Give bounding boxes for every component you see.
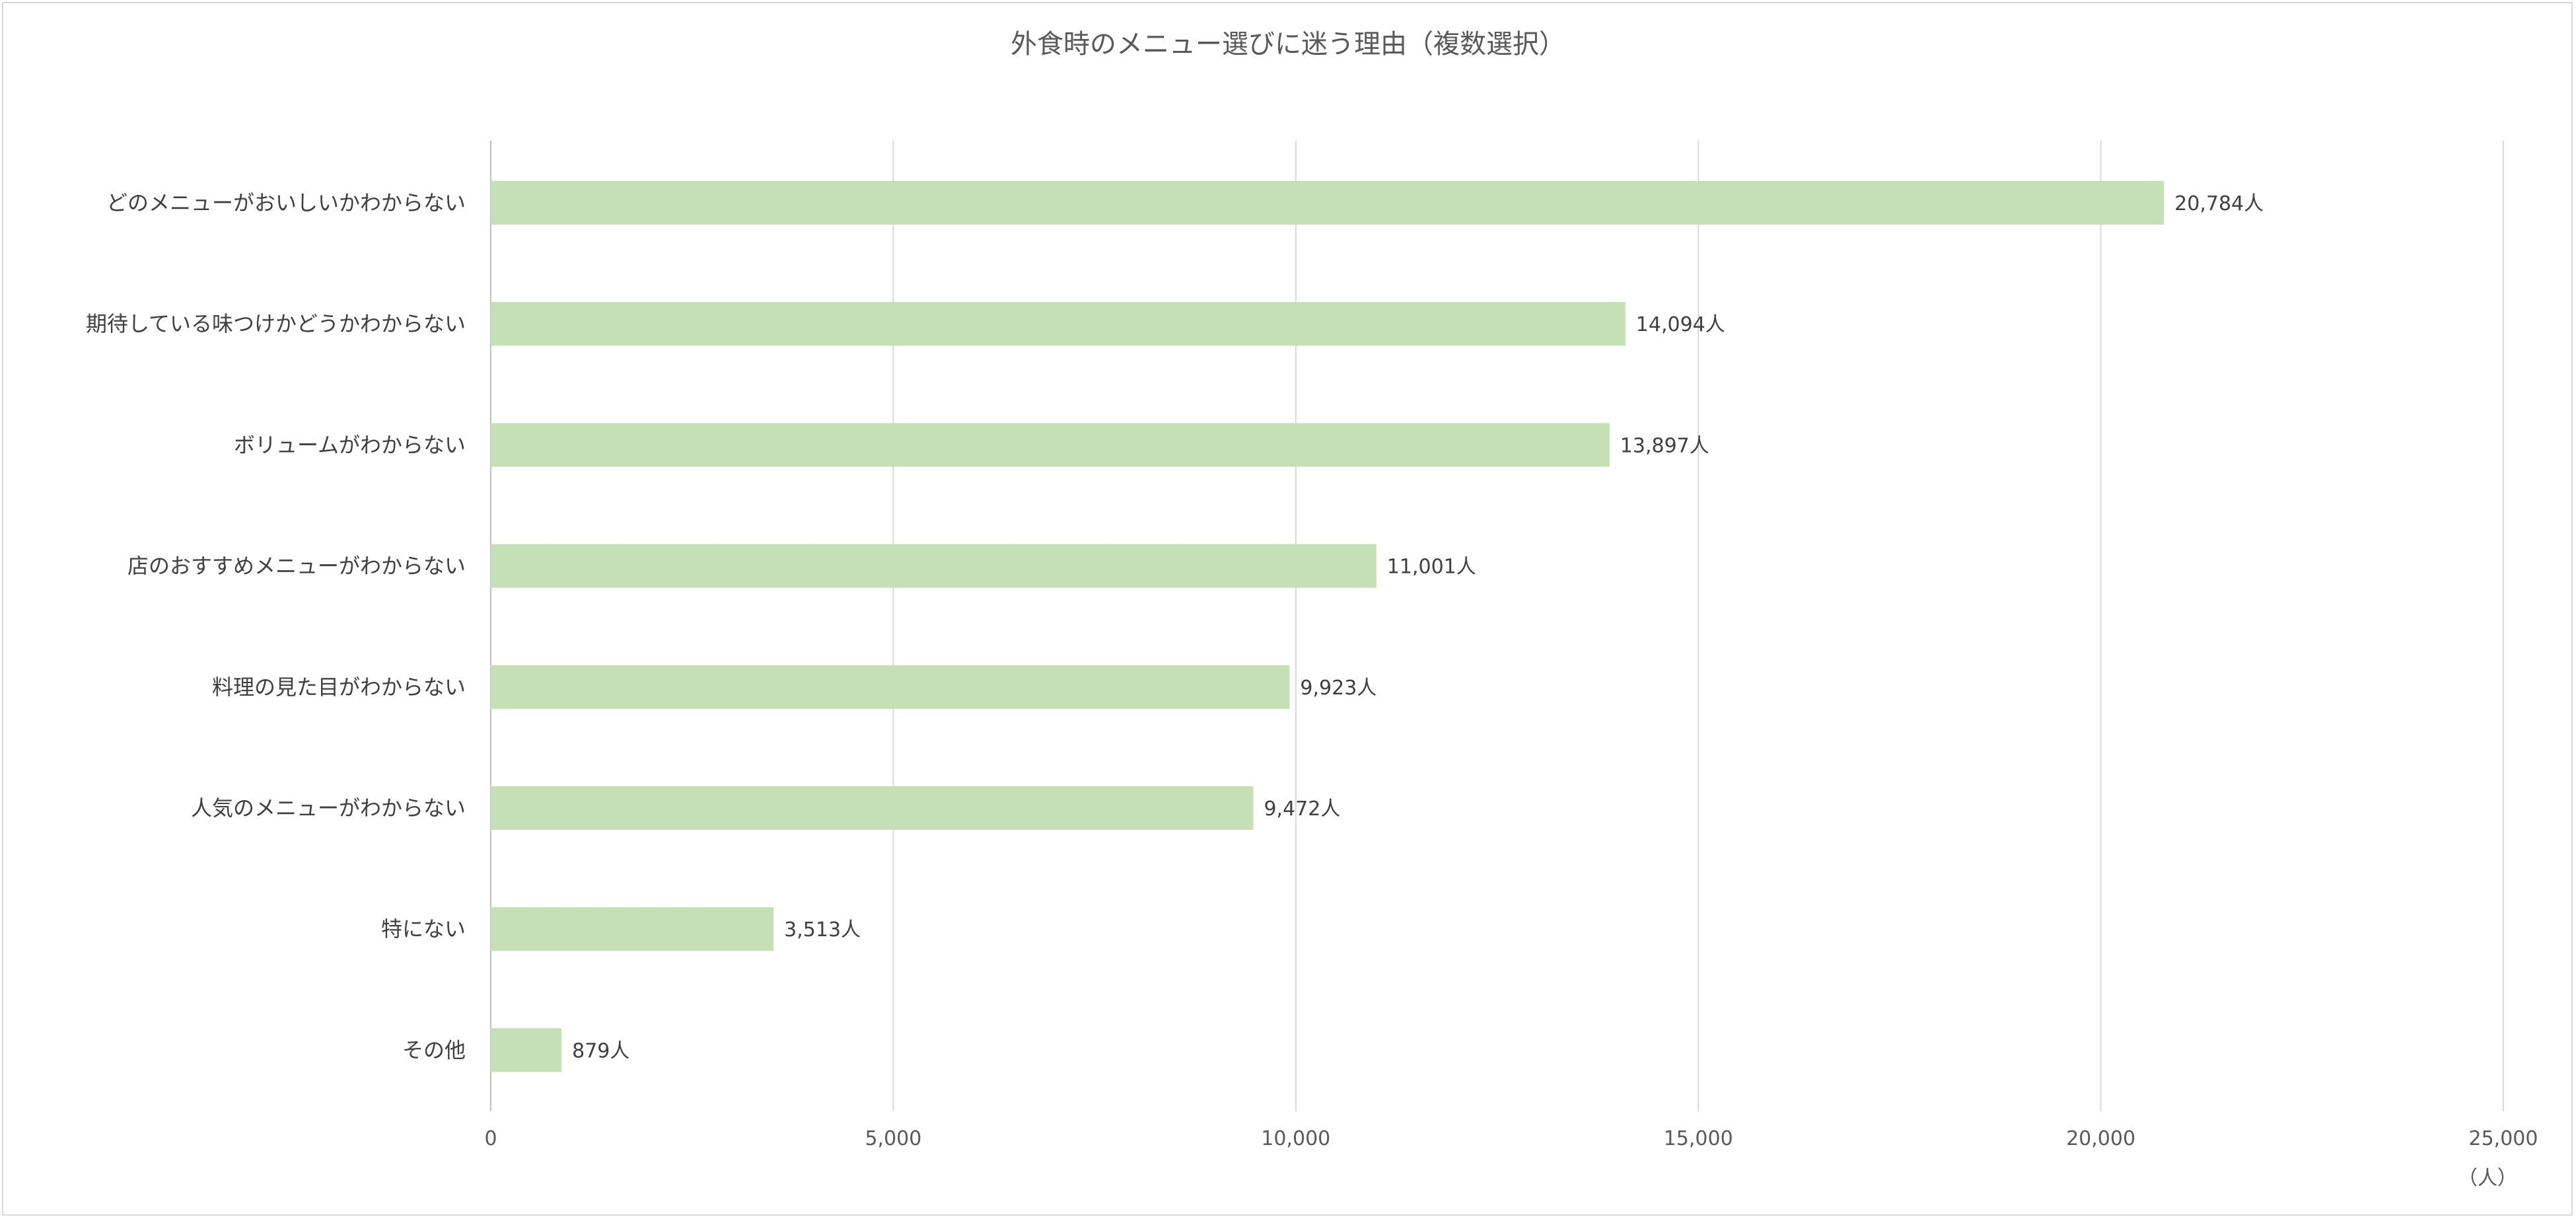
bar <box>491 302 1626 346</box>
data-labels: 20,784人 14,094人 13,897人 11,001人 9,923人 9,472人… <box>572 192 2264 1062</box>
category-label: その他 <box>402 1037 466 1062</box>
data-label: 11,001人 <box>1387 556 1476 579</box>
category-label: 店のおすすめメニューがわからない <box>127 554 466 579</box>
x-tick-label: 25,000 <box>2469 1127 2538 1150</box>
category-label: ボリュームがわからない <box>234 432 466 457</box>
gridlines <box>490 141 2504 1111</box>
data-label: 3,513人 <box>784 918 861 942</box>
bar <box>491 1028 562 1072</box>
x-axis-ticks: 0 5,000 10,000 15,000 20,000 25,000 <box>484 1127 2538 1150</box>
bar <box>491 665 1290 709</box>
category-labels: どのメニューがおいしいかわからない期待している味つけかどうかわからないボリューム… <box>86 190 466 1062</box>
data-label: 9,923人 <box>1300 677 1377 700</box>
x-tick-label: 10,000 <box>1261 1127 1330 1150</box>
x-tick-label: 20,000 <box>2066 1127 2135 1150</box>
chart-title: 外食時のメニュー選びに迷う理由（複数選択） <box>1011 29 1565 59</box>
bars <box>491 181 2165 1072</box>
category-label: 人気のメニューがわからない <box>191 795 466 821</box>
bar <box>491 181 2165 225</box>
data-label: 879人 <box>572 1039 629 1062</box>
data-label: 13,897人 <box>1620 434 1709 457</box>
data-label: 20,784人 <box>2174 192 2264 215</box>
x-tick-label: 0 <box>484 1127 497 1150</box>
bar <box>491 907 774 951</box>
bar <box>491 423 1610 467</box>
data-label: 9,472人 <box>1264 797 1340 821</box>
x-tick-label: 5,000 <box>865 1127 921 1150</box>
x-axis-unit-label: （人） <box>2458 1167 2517 1190</box>
category-label: 料理の見た目がわからない <box>212 675 466 700</box>
data-label: 14,094人 <box>1636 313 1725 336</box>
category-label: 特にない <box>381 916 466 942</box>
bar <box>491 544 1377 588</box>
x-tick-label: 15,000 <box>1664 1127 1733 1150</box>
bar <box>491 786 1254 830</box>
category-label: どのメニューがおいしいかわからない <box>106 190 466 215</box>
category-label: 期待している味つけかどうかわからない <box>86 311 466 336</box>
